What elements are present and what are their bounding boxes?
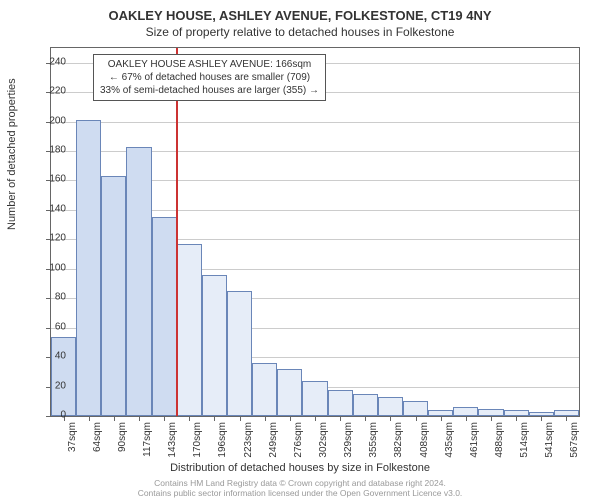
property-marker-line xyxy=(176,48,178,416)
y-tick-label: 180 xyxy=(26,145,66,156)
x-tick-label: 329sqm xyxy=(343,422,354,458)
histogram-bar xyxy=(428,410,453,416)
y-tick-label: 200 xyxy=(26,115,66,126)
y-tick-label: 220 xyxy=(26,86,66,97)
annotation-line1: OAKLEY HOUSE ASHLEY AVENUE: 166sqm xyxy=(100,58,319,71)
x-tick-label: 249sqm xyxy=(268,422,279,458)
y-tick-label: 40 xyxy=(26,351,66,362)
y-tick-label: 60 xyxy=(26,321,66,332)
histogram-bar xyxy=(403,401,428,416)
histogram-bar xyxy=(302,381,327,416)
histogram-bar xyxy=(277,369,302,416)
histogram-bar xyxy=(152,217,177,416)
histogram-bar xyxy=(177,244,202,416)
histogram-bar xyxy=(529,412,554,416)
histogram-bar xyxy=(252,363,277,416)
x-tick-label: 541sqm xyxy=(544,422,555,458)
y-tick-label: 240 xyxy=(26,56,66,67)
x-tick-label: 90sqm xyxy=(117,422,128,452)
x-tick-label: 408sqm xyxy=(419,422,430,458)
x-tick-label: 514sqm xyxy=(519,422,530,458)
chart-area: OAKLEY HOUSE ASHLEY AVENUE: 166sqm ← 67%… xyxy=(50,47,580,417)
y-tick-label: 120 xyxy=(26,233,66,244)
x-tick-label: 223sqm xyxy=(243,422,254,458)
gridline xyxy=(51,122,579,123)
x-tick-label: 567sqm xyxy=(569,422,580,458)
histogram-bar xyxy=(378,397,403,416)
histogram-bar xyxy=(504,410,529,416)
y-tick-label: 20 xyxy=(26,380,66,391)
histogram-bar xyxy=(202,275,227,416)
x-tick-label: 64sqm xyxy=(92,422,103,452)
y-tick-label: 100 xyxy=(26,262,66,273)
x-axis-label: Distribution of detached houses by size … xyxy=(0,462,600,474)
histogram-bar xyxy=(453,407,478,416)
x-tick-label: 382sqm xyxy=(393,422,404,458)
histogram-bar xyxy=(227,291,252,416)
y-tick-label: 80 xyxy=(26,292,66,303)
histogram-bar xyxy=(76,120,101,416)
x-tick-label: 435sqm xyxy=(444,422,455,458)
x-tick-label: 117sqm xyxy=(142,422,153,457)
x-tick-label: 355sqm xyxy=(368,422,379,458)
footer-line1: Contains HM Land Registry data © Crown c… xyxy=(0,478,600,488)
annotation-line2: ← 67% of detached houses are smaller (70… xyxy=(100,71,319,84)
y-tick-label: 140 xyxy=(26,203,66,214)
x-tick-label: 143sqm xyxy=(167,422,178,458)
x-tick-label: 196sqm xyxy=(217,422,228,458)
footer-line2: Contains public sector information licen… xyxy=(0,488,600,498)
histogram-bar xyxy=(51,337,76,416)
chart-title-address: OAKLEY HOUSE, ASHLEY AVENUE, FOLKESTONE,… xyxy=(0,0,600,23)
x-tick-label: 461sqm xyxy=(469,422,480,458)
histogram-bar xyxy=(126,147,151,416)
x-tick-label: 37sqm xyxy=(67,422,78,452)
annotation-box: OAKLEY HOUSE ASHLEY AVENUE: 166sqm ← 67%… xyxy=(93,54,326,101)
histogram-bar xyxy=(101,176,126,416)
annotation-line3: 33% of semi-detached houses are larger (… xyxy=(100,84,319,97)
x-tick-label: 170sqm xyxy=(192,422,203,458)
histogram-bar xyxy=(478,409,503,416)
y-tick-label: 160 xyxy=(26,174,66,185)
histogram-bar xyxy=(554,410,579,416)
x-tick-label: 276sqm xyxy=(293,422,304,458)
y-tick-label: 0 xyxy=(26,410,66,421)
histogram-bar xyxy=(353,394,378,416)
x-tick-label: 488sqm xyxy=(494,422,505,458)
histogram-bar xyxy=(328,390,353,416)
x-tick-label: 302sqm xyxy=(318,422,329,458)
footer-attribution: Contains HM Land Registry data © Crown c… xyxy=(0,478,600,498)
chart-subtitle: Size of property relative to detached ho… xyxy=(0,23,600,43)
y-axis-label: Number of detached properties xyxy=(6,78,18,230)
